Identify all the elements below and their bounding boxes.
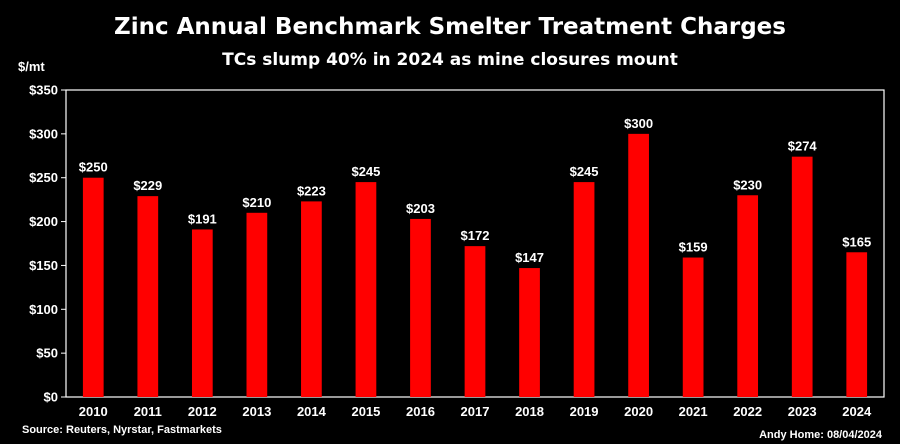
x-tick-label-2011: 2011	[134, 404, 162, 419]
x-tick-label-2022: 2022	[733, 404, 762, 419]
bar-2020	[628, 133, 649, 397]
bar-2010	[82, 177, 104, 397]
bar-2015	[355, 182, 377, 397]
bar-2012	[191, 229, 213, 397]
data-label-2015: $245	[351, 164, 380, 179]
y-tick-label: $0	[44, 390, 58, 405]
y-tick-label: $350	[29, 83, 58, 98]
y-tick-label: $300	[29, 126, 58, 141]
data-label-2017: $172	[461, 228, 490, 243]
data-label-2021: $159	[679, 240, 708, 255]
x-tick-label-2023: 2023	[788, 404, 817, 419]
x-tick-label-2017: 2017	[461, 404, 490, 419]
data-label-2016: $203	[406, 201, 435, 216]
bar-2016	[410, 218, 431, 397]
y-tick-label: $100	[29, 302, 58, 317]
x-tick-label-2018: 2018	[515, 404, 544, 419]
bar-2021	[682, 257, 704, 397]
y-tick-label: $150	[29, 258, 58, 273]
y-axis-unit-label: $/mt	[18, 59, 45, 74]
x-tick-label-2014: 2014	[297, 404, 327, 419]
bar-2019	[573, 182, 595, 397]
data-label-2012: $191	[188, 211, 217, 226]
data-label-2019: $245	[570, 164, 599, 179]
bar-2018	[519, 268, 540, 397]
x-tick-label-2016: 2016	[406, 404, 435, 419]
data-label-2014: $223	[297, 183, 326, 198]
bar-2011	[137, 196, 159, 397]
x-tick-label-2015: 2015	[351, 404, 380, 419]
author-credit: Andy Home: 08/04/2024	[759, 429, 882, 441]
y-tick-label: $250	[29, 170, 58, 185]
data-label-2024: $165	[842, 234, 871, 249]
x-tick-label-2012: 2012	[188, 404, 217, 419]
source-note: Source: Reuters, Nyrstar, Fastmarkets	[22, 424, 222, 436]
bar-2017	[464, 246, 486, 397]
y-tick-label: $50	[36, 346, 58, 361]
bar-2022	[737, 195, 759, 397]
data-label-2023: $274	[788, 139, 818, 154]
y-tick-label: $200	[29, 214, 58, 229]
data-label-2011: $229	[133, 178, 162, 193]
data-label-2020: $300	[624, 116, 653, 131]
data-label-2010: $250	[79, 160, 108, 175]
x-tick-label-2019: 2019	[570, 404, 599, 419]
data-label-2018: $147	[515, 250, 544, 265]
chart-title: Zinc Annual Benchmark Smelter Treatment …	[114, 14, 786, 40]
bar-2014	[301, 201, 322, 397]
x-tick-label-2020: 2020	[624, 404, 653, 419]
x-tick-label-2010: 2010	[79, 404, 108, 419]
bar-2013	[246, 212, 268, 397]
chart-subtitle: TCs slump 40% in 2024 as mine closures m…	[222, 50, 678, 70]
data-label-2013: $210	[242, 195, 271, 210]
x-tick-label-2024: 2024	[842, 404, 872, 419]
bar-2023	[791, 156, 813, 397]
x-tick-label-2013: 2013	[242, 404, 271, 419]
bar-2024	[846, 252, 868, 397]
data-label-2022: $230	[733, 177, 762, 192]
x-tick-label-2021: 2021	[679, 404, 708, 419]
